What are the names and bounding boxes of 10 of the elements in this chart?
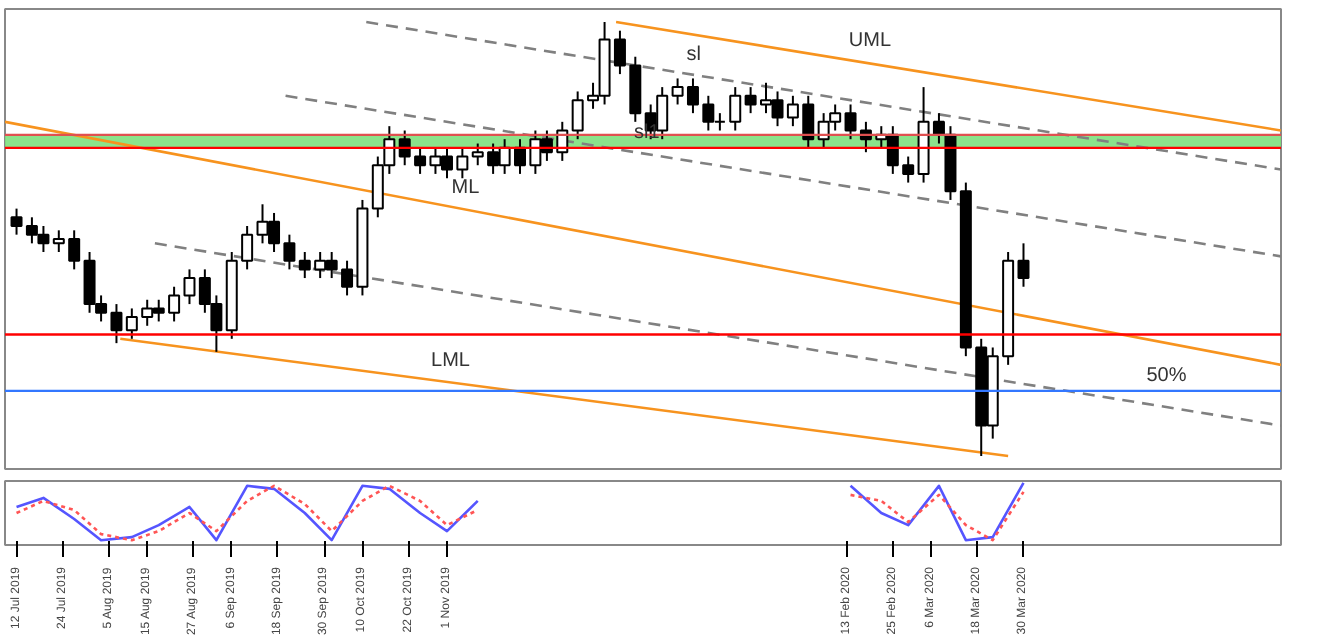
candlestick: [729, 86, 742, 132]
candlestick: [125, 307, 138, 340]
series-label: sl1: [633, 121, 661, 144]
series-label: ML: [451, 176, 481, 199]
annotation: 50%: [1146, 364, 1187, 387]
series-label: LML: [431, 349, 471, 372]
series-label: sl: [686, 43, 701, 66]
series-label: UML: [848, 29, 892, 52]
candlestick: [183, 268, 196, 306]
candlestick: [110, 303, 123, 345]
